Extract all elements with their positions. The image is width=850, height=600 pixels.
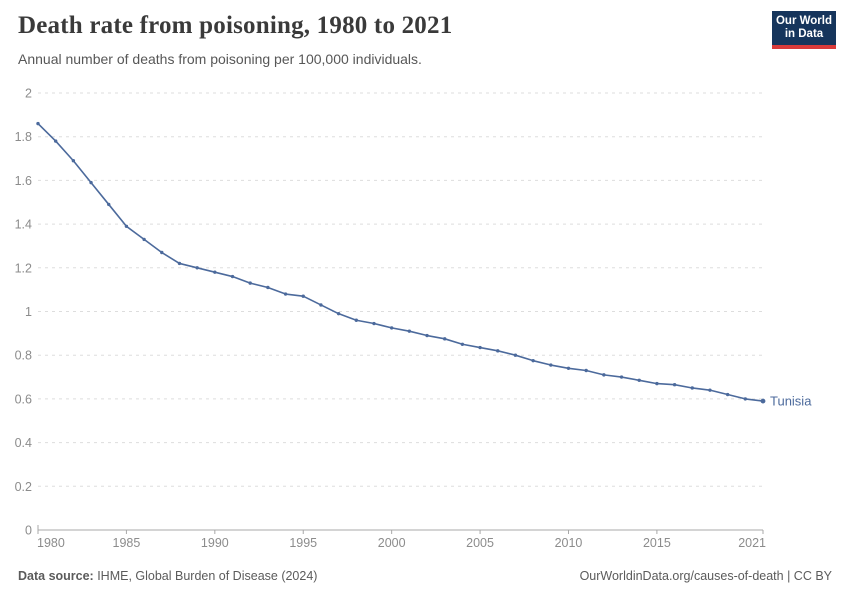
- data-point: [248, 281, 252, 285]
- data-point: [708, 388, 712, 392]
- x-axis-tick-label: 1985: [113, 536, 141, 550]
- data-point: [407, 329, 412, 333]
- data-point: [283, 292, 288, 296]
- data-point: [566, 366, 571, 371]
- data-point: [549, 363, 553, 367]
- series-end-label: Tunisia: [770, 394, 812, 409]
- data-point: [584, 368, 588, 373]
- data-point: [142, 237, 146, 242]
- data-point: [743, 397, 748, 401]
- x-axis-tick-label: 2021: [738, 536, 766, 550]
- data-point: [354, 318, 358, 322]
- data-point: [36, 121, 40, 126]
- x-axis-tick-label: 2015: [643, 536, 671, 550]
- data-source-label: Data source:: [18, 569, 94, 583]
- data-point: [213, 270, 217, 274]
- y-axis-tick-label: 0: [25, 524, 32, 538]
- data-point: [760, 398, 766, 404]
- y-axis-tick-label: 1.2: [15, 261, 32, 275]
- owid-logo[interactable]: Our World in Data: [772, 11, 836, 49]
- data-point: [71, 159, 76, 163]
- data-point: [690, 386, 694, 390]
- data-point: [124, 224, 129, 228]
- chart-title: Death rate from poisoning, 1980 to 2021: [18, 12, 453, 39]
- y-axis-tick-label: 1: [25, 305, 32, 319]
- y-axis-tick-label: 1.8: [15, 130, 32, 144]
- data-point: [89, 180, 93, 185]
- data-point: [496, 349, 500, 353]
- series-line: [37, 122, 764, 402]
- data-point: [389, 326, 394, 330]
- data-point: [177, 261, 182, 266]
- data-point: [619, 375, 624, 379]
- data-point: [602, 373, 606, 377]
- chart-subtitle: Annual number of deaths from poisoning p…: [18, 51, 422, 67]
- x-axis-tick-label: 2010: [555, 536, 583, 550]
- data-point: [195, 266, 199, 270]
- data-point: [266, 285, 270, 290]
- data-point: [425, 333, 429, 338]
- data-point: [478, 345, 482, 350]
- y-axis-tick-label: 1.4: [15, 218, 32, 232]
- data-point: [531, 358, 535, 363]
- owid-logo-line2: in Data: [784, 28, 824, 40]
- data-point: [443, 337, 447, 341]
- x-axis-tick-label: 2000: [378, 536, 406, 550]
- data-point: [107, 202, 111, 207]
- data-point: [319, 303, 323, 307]
- x-axis-tick-label: 1990: [201, 536, 229, 550]
- data-point: [372, 321, 376, 326]
- y-axis-tick-label: 0.8: [15, 349, 32, 363]
- data-point: [160, 250, 164, 255]
- y-axis-tick-label: 0.4: [15, 436, 32, 450]
- data-point: [655, 381, 659, 386]
- y-axis-tick-label: 2: [25, 87, 32, 101]
- y-axis-tick-label: 0.6: [15, 392, 32, 406]
- footer-citation-link[interactable]: OurWorldinData.org/causes-of-death | CC …: [579, 569, 832, 583]
- x-axis-tick-label: 2005: [466, 536, 494, 550]
- x-axis-tick-label: 1980: [37, 536, 65, 550]
- data-point: [301, 294, 305, 298]
- data-point: [725, 392, 730, 397]
- y-axis-tick-label: 0.2: [15, 480, 32, 494]
- y-axis-tick-label: 1.6: [15, 174, 32, 188]
- data-point: [230, 274, 235, 279]
- data-point: [460, 342, 465, 346]
- data-source-note: Data source: IHME, Global Burden of Dise…: [18, 569, 317, 583]
- x-axis-tick-label: 1995: [289, 536, 317, 550]
- data-point: [513, 353, 518, 357]
- data-source-value: IHME, Global Burden of Disease (2024): [93, 569, 318, 583]
- data-point: [637, 378, 641, 383]
- data-point: [53, 139, 58, 143]
- owid-logo-line1: Our World: [775, 14, 832, 27]
- data-point: [672, 382, 677, 387]
- data-point: [336, 311, 341, 316]
